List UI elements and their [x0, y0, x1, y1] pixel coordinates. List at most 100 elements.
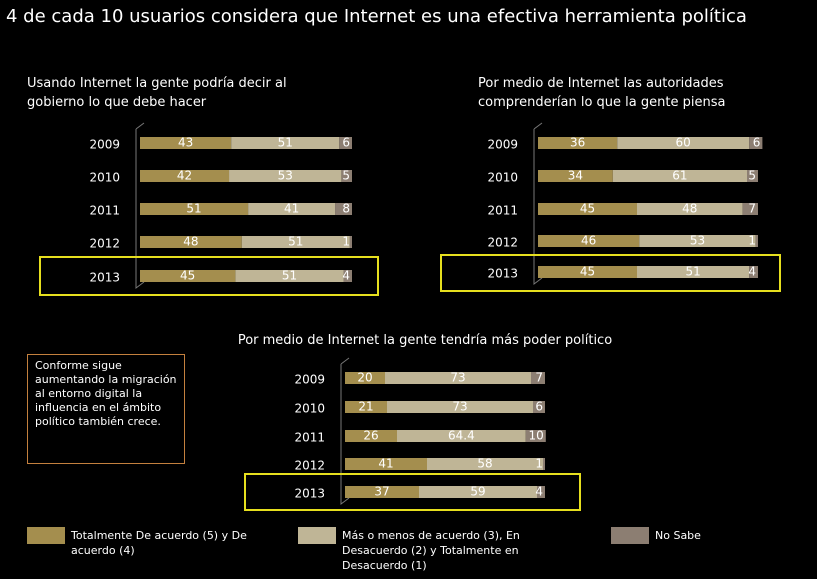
bar-segment: Totalmente De acuerdo (5) y De acuerdo (…: [345, 372, 385, 384]
bar-segment: Más o menos de acuerdo (3), En Desacuerd…: [235, 270, 344, 282]
slide-title: 4 de cada 10 usuarios considera que Inte…: [6, 6, 747, 27]
bar-segment: Más o menos de acuerdo (3), En Desacuerd…: [248, 203, 336, 215]
data-label: 59: [470, 485, 485, 499]
bar-segment: Totalmente De acuerdo (5) y De acuerdo (…: [345, 458, 427, 470]
y-tick-label: 2013: [89, 271, 120, 285]
bar-segment: No Sabe: [533, 401, 545, 413]
y-tick-label: 2010: [487, 171, 518, 185]
bar-segment: No Sabe: [341, 170, 352, 182]
legend-swatch: [27, 527, 65, 544]
y-tick-label: 2010: [89, 171, 120, 185]
data-label: 6: [753, 136, 761, 150]
data-label: 1: [748, 234, 756, 248]
bar-segment: No Sabe: [755, 235, 758, 247]
data-label: 20: [357, 371, 372, 385]
bar-segment: Más o menos de acuerdo (3), En Desacuerd…: [387, 401, 533, 413]
legend-label: Más o menos de acuerdo (3), En Desacuerd…: [342, 529, 520, 572]
data-label: 61: [672, 169, 687, 183]
bar-segment: Totalmente De acuerdo (5) y De acuerdo (…: [345, 401, 387, 413]
bar-segment: Más o menos de acuerdo (3), En Desacuerd…: [229, 170, 342, 182]
data-label: 7: [535, 371, 543, 385]
data-label: 51: [186, 202, 201, 216]
bar-segment: Totalmente De acuerdo (5) y De acuerdo (…: [538, 203, 637, 215]
bar-segment: No Sabe: [543, 458, 545, 470]
data-label: 36: [570, 136, 585, 150]
data-label: 60: [676, 136, 691, 150]
y-tick-label: 2012: [89, 237, 120, 251]
chart-title: Por medio de Internet las autoridades co…: [478, 76, 726, 110]
data-label: 51: [685, 265, 700, 279]
bar-segment: Totalmente De acuerdo (5) y De acuerdo (…: [140, 270, 236, 282]
chart-title: Usando Internet la gente podría decir al…: [27, 76, 287, 110]
bar-segment: No Sabe: [525, 430, 546, 442]
highlight-box: [244, 473, 581, 511]
bar-segment: Más o menos de acuerdo (3), En Desacuerd…: [397, 430, 526, 442]
bar-segment: Totalmente De acuerdo (5) y De acuerdo (…: [538, 170, 613, 182]
data-label: 53: [278, 169, 293, 183]
bar-segment: Totalmente De acuerdo (5) y De acuerdo (…: [538, 235, 640, 247]
y-tick-label: 2011: [487, 204, 518, 218]
bar-segment: Más o menos de acuerdo (3), En Desacuerd…: [639, 235, 756, 247]
bar-segment: No Sabe: [537, 486, 545, 498]
data-label: 46: [581, 234, 596, 248]
data-label: 8: [342, 202, 350, 216]
data-label: 73: [450, 371, 465, 385]
bar-segment: Más o menos de acuerdo (3), En Desacuerd…: [637, 203, 743, 215]
data-label: 51: [278, 136, 293, 150]
bar-segment: Totalmente De acuerdo (5) y De acuerdo (…: [345, 486, 419, 498]
data-label: 43: [178, 136, 193, 150]
data-label: 5: [342, 169, 350, 183]
bar-segment: Más o menos de acuerdo (3), En Desacuerd…: [385, 372, 531, 384]
data-label: 53: [690, 234, 705, 248]
data-label: 58: [477, 457, 492, 471]
y-tick-label: 2009: [294, 373, 325, 387]
data-label: 6: [535, 400, 543, 414]
bar-segment: Totalmente De acuerdo (5) y De acuerdo (…: [140, 170, 230, 182]
axis-frame: [340, 357, 350, 505]
bar-segment: Más o menos de acuerdo (3), En Desacuerd…: [231, 137, 340, 149]
bar-segment: No Sabe: [747, 170, 758, 182]
data-label: 5: [748, 169, 756, 183]
legend-swatch: [611, 527, 649, 544]
data-label: 1: [342, 235, 350, 249]
bar-segment: No Sabe: [335, 203, 352, 215]
bar-segment: Más o menos de acuerdo (3), En Desacuerd…: [241, 236, 350, 248]
data-label: 48: [682, 202, 697, 216]
bar-segment: Más o menos de acuerdo (3), En Desacuerd…: [637, 266, 750, 278]
y-tick-label: 2009: [89, 138, 120, 152]
data-label: 45: [580, 265, 595, 279]
y-tick-label: 2011: [89, 204, 120, 218]
data-label: 4: [342, 269, 350, 283]
data-label: 45: [580, 202, 595, 216]
y-tick-label: 2009: [487, 138, 518, 152]
bar-segment: Más o menos de acuerdo (3), En Desacuerd…: [612, 170, 747, 182]
bar-segment: No Sabe: [749, 137, 763, 149]
highlight-box: [39, 256, 379, 296]
legend-label: Totalmente De acuerdo (5) y De acuerdo (…: [71, 529, 247, 557]
bar-segment: Totalmente De acuerdo (5) y De acuerdo (…: [345, 430, 397, 442]
bar-segment: Más o menos de acuerdo (3), En Desacuerd…: [427, 458, 543, 470]
bar-segment: No Sabe: [742, 203, 758, 215]
data-label: 4: [748, 265, 756, 279]
note-box: Conforme sigue aumentando la migración a…: [27, 354, 185, 464]
data-label: 48: [183, 235, 198, 249]
data-label: 34: [568, 169, 583, 183]
y-tick-label: 2013: [294, 487, 325, 501]
data-label: 64.4: [448, 429, 475, 443]
data-label: 41: [378, 457, 393, 471]
bar-segment: No Sabe: [339, 137, 352, 149]
axis-frame: [533, 122, 543, 285]
bar-segment: Totalmente De acuerdo (5) y De acuerdo (…: [538, 137, 618, 149]
bar-segment: Totalmente De acuerdo (5) y De acuerdo (…: [538, 266, 637, 278]
legend-label: No Sabe: [655, 529, 701, 542]
highlight-box: [440, 254, 781, 292]
data-label: 45: [180, 269, 195, 283]
bar-segment: No Sabe: [343, 270, 352, 282]
bar-segment: Totalmente De acuerdo (5) y De acuerdo (…: [140, 137, 232, 149]
bar-segment: Totalmente De acuerdo (5) y De acuerdo (…: [140, 236, 242, 248]
y-tick-label: 2011: [294, 431, 325, 445]
data-label: 6: [342, 136, 350, 150]
bar-segment: Más o menos de acuerdo (3), En Desacuerd…: [617, 137, 750, 149]
